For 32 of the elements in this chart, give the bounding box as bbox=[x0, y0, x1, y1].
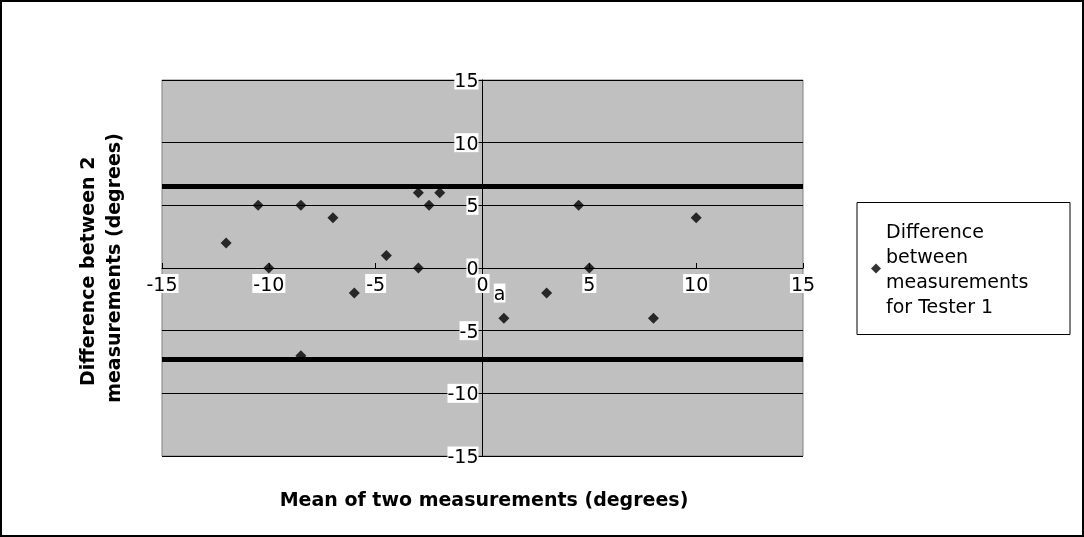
point bbox=[263, 262, 275, 274]
x-tick-label: 10 bbox=[684, 272, 709, 295]
point bbox=[348, 287, 360, 299]
y-tick-label: 10 bbox=[454, 131, 479, 154]
y-tick-label: 5 bbox=[466, 194, 479, 217]
point bbox=[583, 262, 595, 274]
point bbox=[573, 199, 585, 211]
x-axis-title: Mean of two measurements (degrees) bbox=[279, 488, 689, 510]
point bbox=[252, 199, 264, 211]
y-tick-label: -15 bbox=[447, 445, 479, 467]
point bbox=[690, 212, 702, 224]
y-tick-label: -5 bbox=[459, 319, 479, 342]
point bbox=[327, 212, 339, 224]
point bbox=[498, 312, 510, 324]
legend-label: Difference between measurements for Tester 1 bbox=[886, 220, 1035, 317]
y-tick-label: 15 bbox=[454, 69, 479, 91]
point bbox=[380, 249, 392, 261]
point bbox=[220, 237, 232, 249]
y-tick-label: -10 bbox=[447, 382, 479, 405]
x-tick-label: 5 bbox=[583, 272, 596, 295]
point bbox=[647, 312, 659, 324]
x-tick-label: -5 bbox=[366, 272, 386, 295]
y-tick-label: 0 bbox=[466, 257, 479, 279]
point bbox=[423, 199, 435, 211]
x-tick-label: -15 bbox=[146, 272, 178, 295]
annotation: a bbox=[493, 282, 506, 305]
y-axis-title: Difference between 2 measurements (degrees) bbox=[76, 133, 124, 403]
point bbox=[541, 287, 553, 299]
point bbox=[412, 262, 424, 274]
point bbox=[295, 199, 307, 211]
x-tick-label: 15 bbox=[790, 272, 816, 295]
x-tick-label: -10 bbox=[253, 272, 285, 295]
